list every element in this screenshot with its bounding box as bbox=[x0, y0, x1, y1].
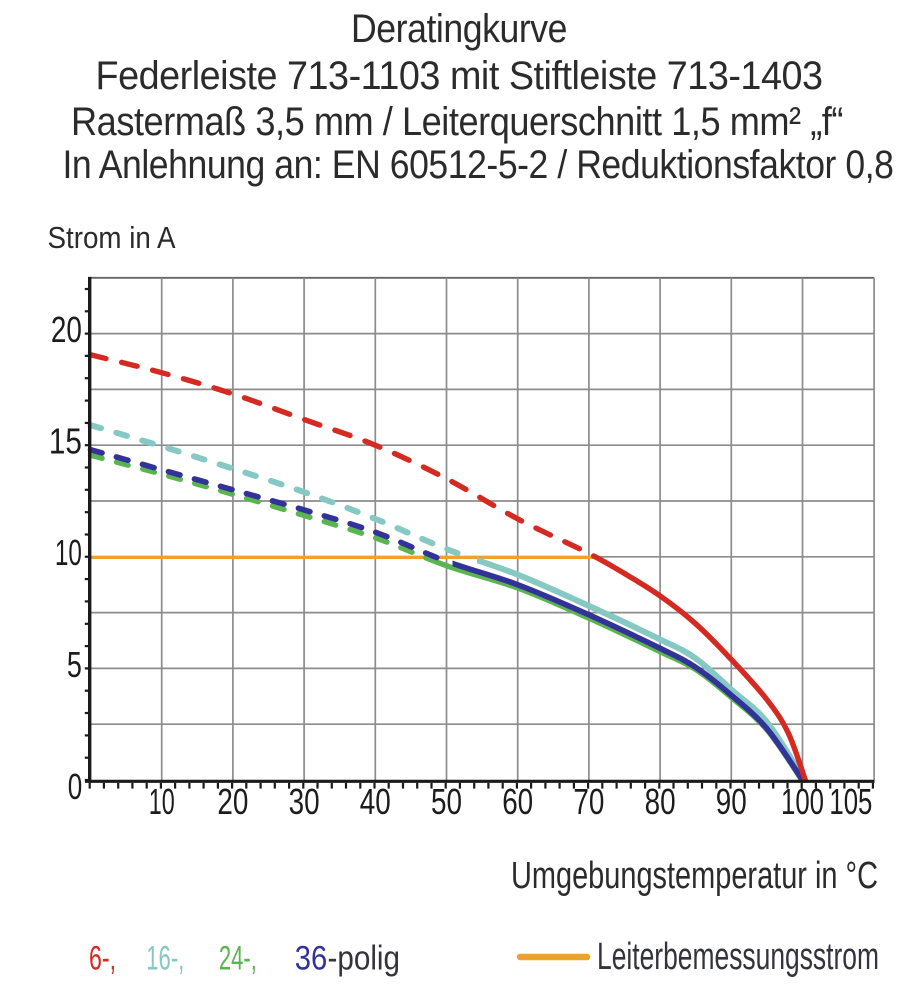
svg-text:10: 10 bbox=[55, 532, 82, 573]
svg-text:36: 36 bbox=[295, 940, 328, 978]
svg-text:Strom in A: Strom in A bbox=[48, 220, 176, 255]
svg-text:15: 15 bbox=[49, 421, 82, 462]
svg-text:10: 10 bbox=[149, 781, 175, 822]
svg-text:20: 20 bbox=[51, 309, 82, 350]
svg-text:Rastermaß 3,5 mm / Leiterquers: Rastermaß 3,5 mm / Leiterquerschnitt 1,5… bbox=[71, 100, 843, 144]
svg-text:Leiterbemessungsstrom: Leiterbemessungsstrom bbox=[597, 936, 879, 978]
svg-text:40: 40 bbox=[360, 781, 391, 822]
svg-text:20: 20 bbox=[217, 781, 248, 822]
svg-text:100: 100 bbox=[781, 781, 824, 822]
svg-text:Federleiste 713-1103 mit Stift: Federleiste 713-1103 mit Stiftleiste 713… bbox=[96, 54, 823, 98]
svg-text:24-,: 24-, bbox=[219, 940, 257, 978]
svg-text:80: 80 bbox=[645, 781, 676, 822]
svg-text:70: 70 bbox=[573, 781, 604, 822]
svg-text:30: 30 bbox=[289, 781, 320, 822]
svg-text:105: 105 bbox=[829, 781, 872, 822]
svg-text:-polig: -polig bbox=[328, 940, 401, 978]
svg-text:5: 5 bbox=[67, 644, 82, 685]
svg-text:60: 60 bbox=[502, 781, 533, 822]
svg-text:16-,: 16-, bbox=[146, 940, 184, 978]
svg-text:6-,: 6-, bbox=[89, 940, 116, 978]
svg-text:In Anlehnung an: EN 60512-5-2: In Anlehnung an: EN 60512-5-2 / Reduktio… bbox=[63, 143, 894, 187]
svg-text:Umgebungstemperatur in °C: Umgebungstemperatur in °C bbox=[511, 855, 878, 897]
svg-text:Deratingkurve: Deratingkurve bbox=[351, 7, 567, 51]
svg-text:0: 0 bbox=[68, 766, 83, 807]
svg-text:50: 50 bbox=[431, 781, 462, 822]
svg-text:90: 90 bbox=[716, 781, 747, 822]
